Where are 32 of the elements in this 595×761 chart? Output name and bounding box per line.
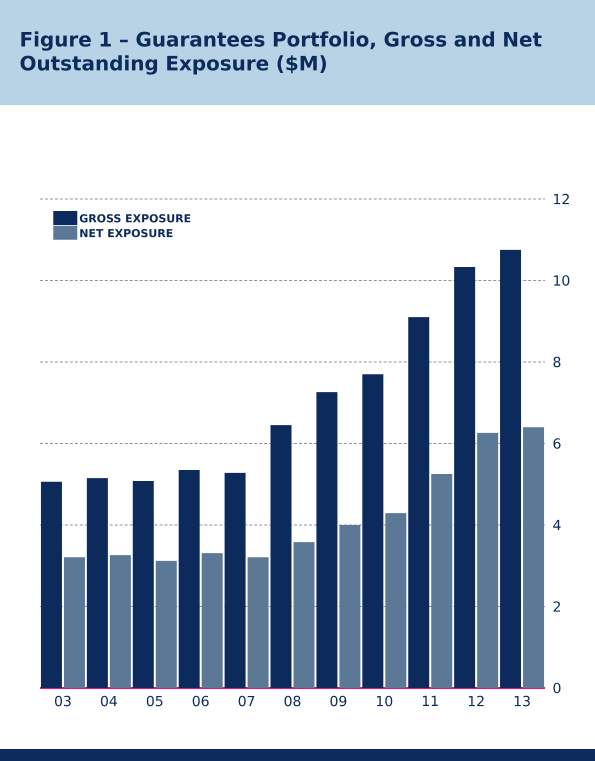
x-tick-label: 03 [55,696,71,706]
bar [64,557,85,688]
bar [523,427,544,688]
bar [385,513,406,688]
x-tick-label: 05 [146,696,162,706]
legend-label: GROSS EXPOSURE [80,214,190,222]
bar [248,557,269,688]
x-tick-label: 07 [238,696,254,706]
y-tick-label: 0 [553,682,560,694]
chart-title: Figure 1 – Guarantees Portfolio, Gross and Net Outstanding Exposure ($M) [20,31,542,75]
y-tick-label: 12 [554,194,569,204]
y-tick-label: 10 [554,275,570,286]
bar [339,524,360,688]
y-tick-label: 6 [553,438,561,449]
bar [110,555,131,688]
bar [156,560,177,688]
x-tick-label: 12 [468,696,484,706]
bar [431,474,452,688]
x-tick-label: 08 [284,696,300,706]
y-tick-label: 2 [554,601,560,612]
x-tick-label: 13 [514,696,530,706]
x-tick-label: 06 [192,696,209,706]
x-tick-label: 09 [330,696,346,706]
y-tick-label: 8 [553,356,560,368]
legend-label: NET EXPOSURE [80,228,172,238]
x-tick-label: 10 [376,696,392,706]
x-tick-label: 04 [100,696,117,706]
bar [477,432,498,688]
bar [294,542,315,688]
bar [202,553,223,688]
y-tick-label: 4 [553,520,561,530]
x-tick-label: 11 [422,696,438,706]
